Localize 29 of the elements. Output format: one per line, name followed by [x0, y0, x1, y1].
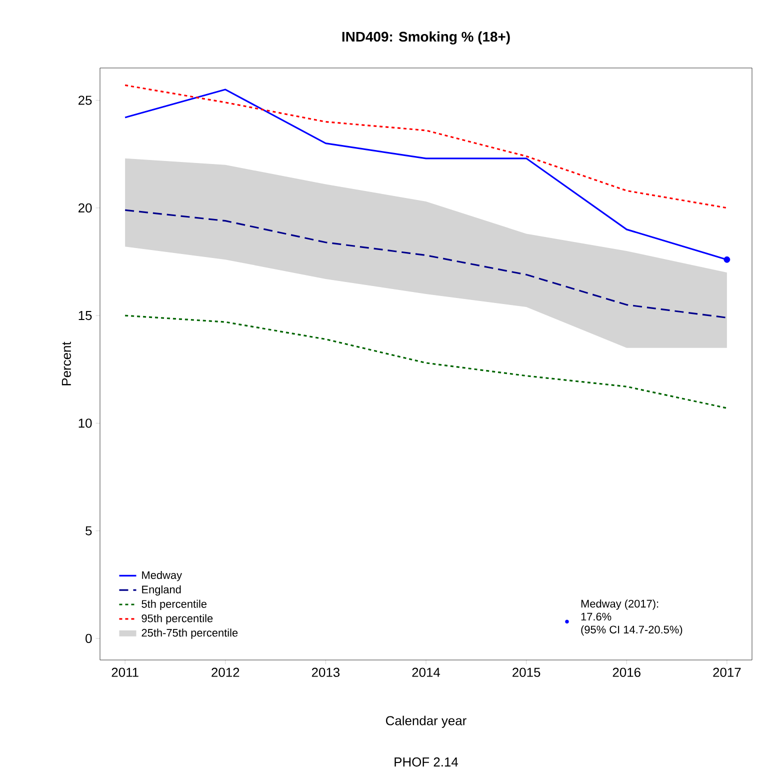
annotation: Medway (2017):	[581, 600, 658, 610]
legend-label: 5th percentile	[142, 600, 207, 610]
x-tick-label: 2014	[412, 668, 440, 677]
line-series	[124, 84, 728, 209]
y-tick-label: 20	[78, 203, 92, 212]
text: PHOF 2.14	[394, 757, 458, 767]
line-series	[124, 314, 728, 409]
line-series	[124, 209, 728, 319]
legend-label: England	[142, 585, 181, 596]
annotation: •	[565, 620, 569, 624]
x-tick-label: 2013	[312, 668, 340, 677]
legend-label: Medway	[142, 570, 182, 582]
x-tick-label: 2012	[212, 668, 240, 677]
x-tick-label: 2017	[713, 668, 741, 677]
x-tick-label: 2011	[112, 668, 138, 677]
y-tick-label: 5	[86, 526, 92, 536]
x-tick-label: 2015	[512, 668, 540, 677]
annotation: 25th-75th percentile	[142, 628, 238, 639]
chart-title: IND409: Smoking % (18+)	[342, 31, 510, 44]
y-tick-label: 0	[86, 634, 92, 644]
legend-label: 95th percentile	[142, 614, 213, 624]
x-tick-label: 2016	[612, 668, 640, 677]
y-tick-label: 10	[78, 418, 92, 428]
annotation: 17.6%	[581, 612, 612, 621]
y-axis-title: Percent	[62, 342, 71, 386]
y-tick-label: 25	[78, 96, 92, 105]
annotation: (95% CI 14.7-20.5%)	[581, 625, 682, 636]
y-tick-label: 15	[78, 311, 92, 320]
x-axis-title: Calendar year	[386, 716, 466, 728]
